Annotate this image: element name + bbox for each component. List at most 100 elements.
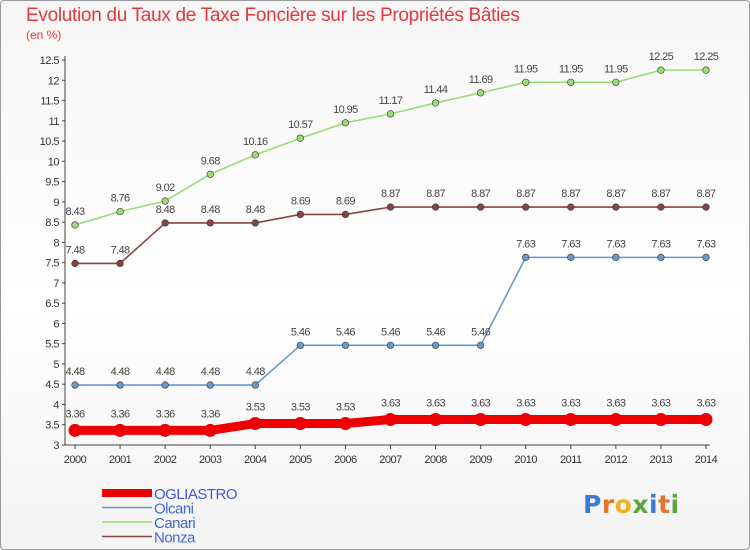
data-point-olcani [657,253,665,261]
data-label-olcani: 4.48 [246,366,265,378]
logo-letter: P [583,490,602,519]
data-point-olcani [477,341,485,349]
data-label-nonza: 8.87 [696,188,715,200]
data-label-nonza: 8.48 [201,204,220,216]
data-label-nonza: 8.87 [651,188,670,200]
y-tick-label: 9.5 [45,177,59,189]
legend-label-olcani: Olcani [154,501,194,518]
data-point-nonza [296,210,304,219]
data-point-canari [386,110,395,118]
data-label-nonza: 8.87 [471,188,490,200]
x-tick-label: 2006 [334,454,357,466]
data-point-canari [71,221,79,229]
data-label-canari: 12.25 [694,51,719,63]
data-label-olcani: 7.63 [561,238,580,250]
data-label-canari: 11.95 [604,63,628,75]
y-tick-label: 7.5 [45,258,59,270]
data-label-nonza: 8.87 [516,188,535,200]
data-label-nonza: 8.87 [426,188,445,200]
data-point-nonza [206,219,214,227]
data-label-canari: 11.95 [559,63,583,75]
data-label-nonza: 8.69 [336,195,355,207]
data-label-olcani: 7.63 [651,238,670,250]
data-label-olcani: 5.46 [471,326,490,338]
data-label-ogliastro: 3.63 [696,397,715,409]
y-tick-label: 7 [53,278,59,290]
data-point-olcani [341,341,350,349]
x-tick-label: 2013 [650,454,673,466]
data-point-ogliastro [68,423,82,437]
data-point-nonza [71,259,79,268]
x-tick-label: 2010 [514,454,537,466]
data-label-nonza: 8.87 [606,188,625,200]
data-label-ogliastro: 3.36 [65,408,84,420]
y-tick-label: 3 [53,440,59,452]
data-point-olcani [567,253,575,261]
data-label-olcani: 5.46 [381,326,400,338]
logo-letter: t [658,490,671,519]
data-label-canari: 12.25 [649,51,674,63]
data-label-canari: 10.16 [243,136,268,148]
data-point-nonza [657,203,665,211]
y-tick-label: 11 [49,116,60,128]
data-label-olcani: 7.63 [696,238,715,250]
legend-label-nonza: Nonza [154,530,196,547]
data-point-canari [567,78,575,86]
data-point-ogliastro [519,412,533,426]
data-point-nonza [251,219,259,227]
chart-subtitle: (en %) [26,28,62,42]
data-label-nonza: 8.48 [156,204,175,216]
y-tick-label: 6.5 [45,298,59,310]
data-label-olcani: 4.48 [65,366,84,378]
data-point-olcani [206,381,214,389]
y-tick-label: 10 [48,156,60,168]
chart-title: Evolution du Taux de Taxe Foncière sur l… [26,5,520,26]
data-label-ogliastro: 3.36 [201,408,220,420]
data-label-canari: 8.43 [65,206,84,218]
data-point-ogliastro [699,412,713,426]
logo-letter: x [632,490,649,519]
data-label-nonza: 8.69 [291,195,310,207]
data-point-canari [477,89,485,97]
x-tick-label: 2000 [64,454,87,466]
data-label-olcani: 4.48 [201,366,220,378]
data-point-canari [657,66,665,74]
data-point-nonza [477,203,485,211]
data-point-olcani [386,341,395,349]
data-label-ogliastro: 3.63 [651,397,670,409]
data-label-olcani: 5.46 [336,326,355,338]
data-point-ogliastro [384,412,397,426]
data-label-canari: 11.17 [379,95,403,107]
y-tick-label: 8.5 [45,217,59,229]
x-tick-label: 2011 [560,454,582,466]
y-tick-label: 12 [48,75,60,87]
y-tick-label: 9 [53,197,59,209]
data-point-olcani [522,253,530,261]
data-label-olcani: 4.48 [111,366,130,378]
data-point-ogliastro [338,417,352,431]
data-point-canari [251,151,259,159]
logo-letter: i [670,490,680,519]
y-tick-label: 8 [53,237,59,249]
data-label-ogliastro: 3.53 [336,402,355,414]
y-tick-label: 5.5 [45,339,59,351]
data-label-olcani: 5.46 [291,326,310,338]
data-point-canari [612,78,620,86]
data-point-ogliastro [609,412,623,426]
data-point-nonza [702,203,710,211]
data-point-olcani [251,381,259,389]
y-tick-label: 5 [53,359,59,371]
proxiti-logo: Proxiti [583,490,680,519]
data-point-canari [341,119,350,127]
logo-letter: r [601,490,615,519]
data-label-olcani: 7.63 [606,238,625,250]
data-label-ogliastro: 3.36 [156,408,175,420]
x-tick-label: 2007 [379,454,402,466]
data-label-nonza: 7.48 [65,244,84,256]
data-point-ogliastro [429,412,443,426]
legend-label-canari: Canari [154,515,195,532]
data-point-canari [296,134,304,142]
y-tick-label: 11.5 [40,96,59,108]
